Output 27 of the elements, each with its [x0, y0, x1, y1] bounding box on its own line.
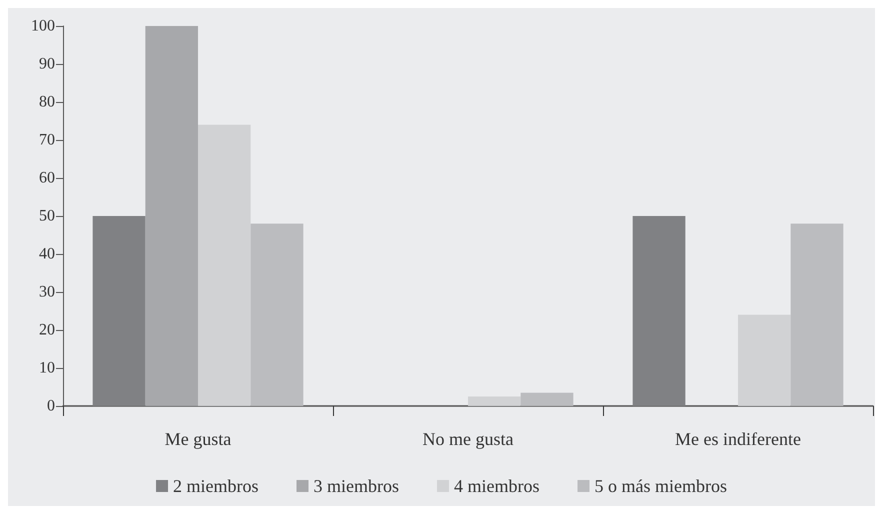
y-tick-label: 50 [39, 208, 55, 224]
y-tick-label: 100 [31, 18, 55, 34]
legend-label: 4 miembros [454, 476, 540, 496]
bar [198, 124, 251, 406]
bar [738, 314, 791, 406]
bar [92, 216, 146, 406]
legend-label: 3 miembros [314, 476, 400, 496]
y-tick-label: 20 [39, 322, 55, 338]
bar [250, 224, 304, 406]
x-tick-label: No me gusta [422, 429, 514, 449]
bar [468, 396, 521, 406]
y-tick-label: 60 [39, 170, 55, 186]
x-tick-label: Me es indiferente [675, 429, 801, 449]
legend-label: 2 miembros [173, 476, 259, 496]
bar [520, 392, 574, 406]
y-tick-label: 80 [39, 94, 55, 110]
y-tick-label: 70 [39, 132, 55, 148]
bar [145, 26, 198, 406]
y-tick-label: 90 [39, 56, 55, 72]
x-tick-label: Me gusta [164, 429, 232, 449]
y-tick-label: 10 [39, 360, 55, 376]
y-tick-label: 40 [39, 246, 55, 262]
y-tick-label: 30 [39, 284, 55, 300]
bar [790, 224, 844, 406]
bar [632, 216, 686, 406]
y-tick-label: 0 [47, 398, 55, 414]
legend-label: 5 o más miembros [594, 476, 727, 496]
